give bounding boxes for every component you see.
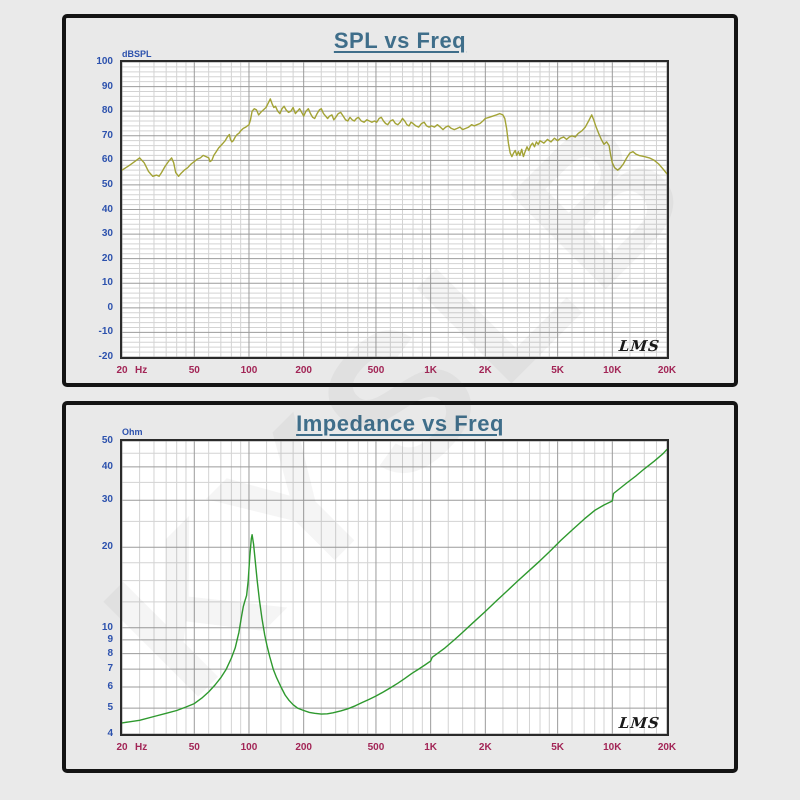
y-tick-label: 8 — [107, 647, 113, 659]
impedance-plot-area: LMS — [120, 439, 669, 736]
x-tick-label: 10K — [603, 365, 622, 376]
spl-curve-svg — [122, 62, 667, 357]
x-tick-label: 50 — [188, 742, 200, 753]
spl-plot-area: LMS — [120, 60, 669, 359]
y-tick-label: 0 — [107, 301, 113, 313]
x-tick-label: 1K — [424, 365, 438, 376]
y-tick-label: 100 — [96, 56, 113, 67]
x-tick-label: 10K — [603, 742, 622, 753]
grid-minor — [122, 441, 667, 734]
x-tick-label: 2K — [478, 365, 492, 376]
y-tick-label: 40 — [101, 460, 113, 472]
impedance-y-axis-unit-label: Ohm — [122, 427, 143, 437]
lms-logo: LMS — [618, 714, 661, 732]
x-tick-label: 20 — [116, 742, 128, 753]
spl-chart-title: SPL vs Freq — [333, 28, 467, 53]
spl-curve — [122, 98, 667, 178]
x-tick-label: 20 — [116, 365, 128, 376]
x-tick-label: 5K — [551, 742, 565, 753]
x-tick-label: 500 — [367, 742, 385, 753]
x-tick-label: 500 — [367, 365, 385, 376]
x-tick-label: 5K — [551, 365, 565, 376]
y-tick-label: 4 — [107, 728, 113, 739]
x-tick-label: 2K — [478, 742, 492, 753]
y-tick-label: 20 — [101, 541, 113, 553]
y-tick-label: 6 — [107, 680, 113, 692]
y-tick-label: 50 — [101, 178, 113, 190]
x-tick-label: 20K — [657, 365, 677, 376]
y-tick-label: 10 — [101, 621, 113, 633]
y-tick-label: -20 — [98, 351, 113, 362]
y-tick-label: 20 — [101, 252, 113, 264]
y-tick-label: 7 — [107, 663, 113, 675]
x-tick-label: 200 — [295, 742, 312, 753]
y-tick-label: -10 — [98, 326, 113, 338]
y-tick-label: 70 — [101, 129, 113, 141]
y-tick-label: 9 — [107, 633, 113, 645]
spl-y-axis-unit-label: dBSPL — [122, 49, 152, 59]
y-tick-label: 80 — [101, 105, 113, 117]
x-tick-label: 50 — [188, 365, 200, 376]
y-tick-label: 50 — [101, 435, 113, 446]
y-tick-label: 30 — [101, 494, 113, 506]
spl-chart-panel: SPL vs Freq dBSPL LMS 100 90 80 70 60 50 40 30 2… — [62, 14, 738, 387]
x-tick-label: 1K — [424, 742, 438, 753]
x-tick-label: 20K — [657, 742, 677, 753]
y-tick-label: 90 — [101, 80, 113, 92]
x-tick-label: 100 — [240, 742, 258, 753]
impedance-chart-panel: Impedance vs Freq Ohm LMS 50 40 30 20 10 9 8 7 6… — [62, 401, 738, 773]
lms-logo: LMS — [618, 337, 661, 355]
y-tick-label: 10 — [101, 277, 113, 289]
impedance-chart-title: Impedance vs Freq — [296, 411, 504, 436]
x-tick-label: 200 — [295, 365, 312, 376]
grid-major — [122, 441, 667, 734]
y-tick-label: 60 — [101, 154, 113, 166]
y-tick-label: 30 — [101, 228, 113, 240]
grid-major — [122, 62, 667, 357]
x-tick-label: Hz — [135, 365, 148, 376]
impedance-curve — [122, 448, 667, 724]
x-tick-label: 100 — [240, 365, 258, 376]
y-tick-label: 40 — [101, 203, 113, 215]
x-tick-label: Hz — [135, 742, 148, 753]
impedance-curve-svg — [122, 441, 667, 734]
y-tick-label: 5 — [107, 702, 113, 714]
